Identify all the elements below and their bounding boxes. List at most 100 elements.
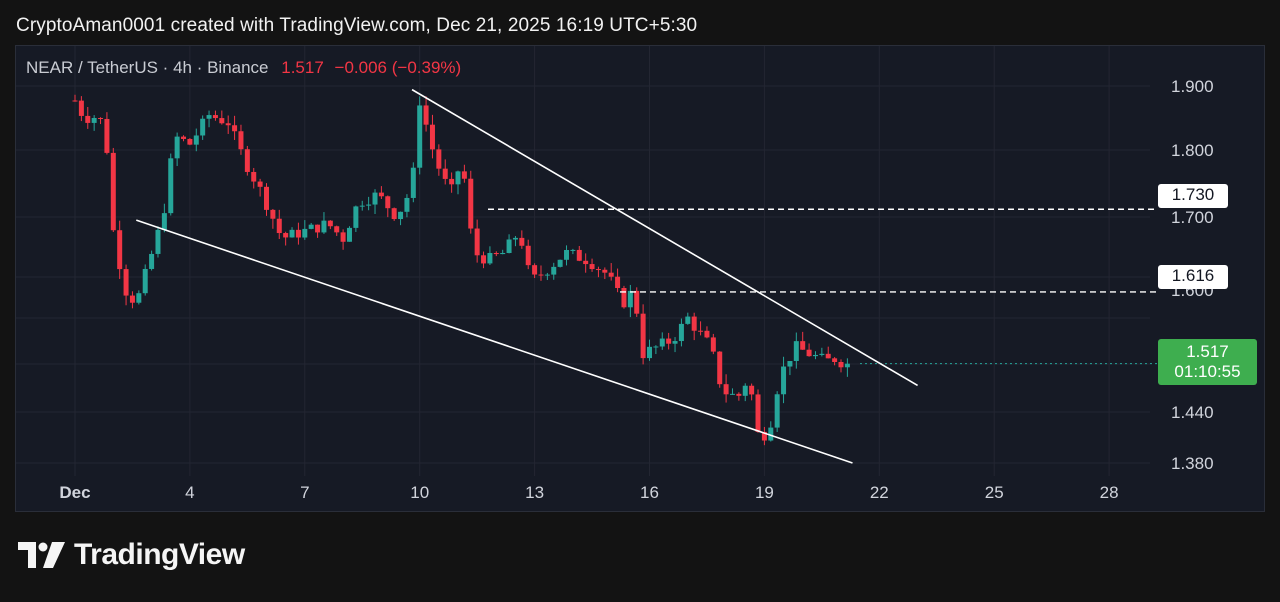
candle-body [787,361,793,367]
time-tick-label: 22 [870,483,889,502]
candle-body [506,239,512,253]
candle-body [206,115,212,119]
time-tick-label: 16 [640,483,659,502]
candle-body [123,269,129,296]
horizontal-levels [488,208,1158,365]
candle-body [181,136,187,139]
candle-body [576,249,582,261]
candle-body [270,209,276,219]
candle-body [742,385,748,396]
candle-body [819,353,825,355]
candles [72,94,850,446]
candle-body [512,237,518,240]
candle-body [749,385,755,395]
time-axis: Dec 4 7 10 13 16 19 22 25 28 [59,483,1118,502]
candle-body [774,394,780,428]
candle-body [781,366,787,395]
candle-body [334,226,340,233]
candle-body [289,229,295,238]
symbol-pair[interactable]: NEAR / TetherUS · 4h · Binance [26,58,269,77]
time-tick-label: 25 [985,483,1004,502]
candle-body [398,211,404,220]
candle-body [212,115,218,119]
candle-body [698,330,704,332]
candle-body [615,276,621,289]
candle-body [442,168,448,179]
candle-body [136,293,142,303]
resistance-tag-1730: 1.730 [1158,184,1228,208]
candle-body [500,252,506,255]
candle-body [385,196,391,209]
candle-body [717,351,723,385]
trendlines [136,88,919,464]
candle-body [366,204,372,206]
candle-body [838,362,844,368]
candle-body [455,171,461,185]
candle-body [666,338,672,344]
candle-body [423,105,429,125]
candle-body [142,268,148,294]
tradingview-logo-icon [18,542,65,568]
candle-body [91,117,97,123]
candle-body [244,149,250,172]
trendline-lower [136,219,853,464]
candle-body [251,171,257,182]
candle-body [340,232,346,242]
candle-body [551,266,557,275]
candle-body [704,330,710,338]
candle-body [595,269,601,271]
candle-body [602,269,608,273]
candle-body [149,253,155,269]
candle-body [736,393,742,396]
candle-body [404,197,410,212]
candle-body [117,230,123,270]
price-tick-label: 1.900 [1171,77,1214,96]
candle-body [710,337,716,352]
last-price: 1.517 [281,58,324,77]
current-price-tag: 1.517 01:10:55 [1158,339,1257,385]
candle-body [295,229,301,238]
candle-body [806,349,812,357]
resistance-tag-1616: 1.616 [1158,265,1228,289]
candle-body [429,124,435,150]
candle-body [353,206,359,228]
candle-body [372,192,378,205]
candle-body [359,205,365,207]
candle-body [378,192,384,197]
tradingview-logo[interactable]: TradingView [18,538,245,572]
candle-body [525,245,531,266]
candle-body [672,341,678,344]
candle-body [564,250,570,260]
candle-body [225,123,231,126]
candle-body [161,213,167,230]
time-tick-label: 19 [755,483,774,502]
time-tick-label: 13 [525,483,544,502]
candle-body [570,249,576,251]
candle-body [315,224,321,233]
price-tick-label: 1.440 [1171,403,1214,422]
candle-body [647,346,652,359]
price-tick-label: 1.800 [1171,141,1214,160]
candle-body [493,252,499,255]
time-tick-label: Dec [59,483,90,502]
candle-body [761,431,767,441]
candle-body [257,181,263,187]
candle-body [193,135,199,145]
candle-body [232,125,238,132]
candle-body [723,384,729,395]
candle-body [410,167,416,198]
time-tick-label: 7 [300,483,309,502]
candle-body [110,152,116,231]
attribution-text: CryptoAman0001 created with TradingView.… [16,15,698,36]
price-tick-label: 1.380 [1171,454,1214,473]
candle-body [468,178,474,229]
candle-body [557,259,563,267]
candle-body [129,295,135,303]
candle-body [78,100,84,116]
time-tick-label: 4 [185,483,194,502]
candle-body [519,237,525,246]
candle-body [238,131,244,150]
grid-lines [16,46,1150,476]
